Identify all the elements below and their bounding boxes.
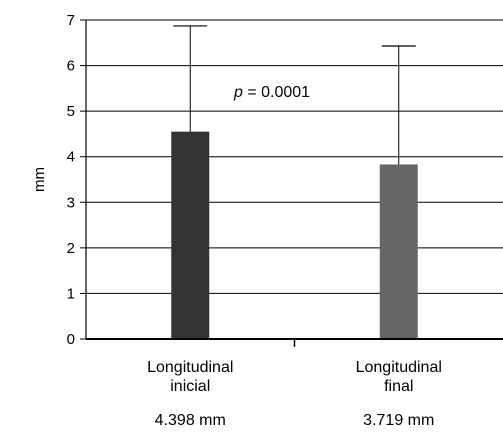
category-label: Longitudinal	[147, 359, 233, 376]
category-label: Longitudinal	[356, 359, 442, 376]
category-label: final	[384, 378, 413, 395]
y-tick-label: 6	[67, 58, 75, 75]
bar-2	[379, 164, 418, 339]
y-tick-label: 0	[67, 331, 75, 348]
labels: 0 1 2 3 4 5 6 7 Longitudinal inicial 4.398 mm Longi…	[31, 12, 442, 429]
y-tick-label: 3	[67, 194, 75, 211]
grid-lines	[86, 19, 503, 294]
category-label: inicial	[170, 378, 210, 395]
value-label: 4.398 mm	[155, 412, 226, 429]
p-value: = 0.0001	[243, 84, 310, 101]
bars	[171, 25, 418, 339]
p-symbol: p	[233, 84, 243, 101]
y-tick-label: 4	[67, 149, 75, 166]
y-tick-label: 5	[67, 103, 75, 120]
bar-1	[171, 131, 210, 339]
axes	[80, 19, 503, 347]
y-tick-label: 7	[67, 12, 75, 29]
y-axis-title: mm	[31, 167, 48, 192]
y-tick-label: 2	[67, 240, 75, 257]
value-label: 3.719 mm	[363, 412, 434, 429]
y-tick-label: 1	[67, 285, 75, 302]
p-value-annotation: p = 0.0001	[233, 84, 310, 101]
